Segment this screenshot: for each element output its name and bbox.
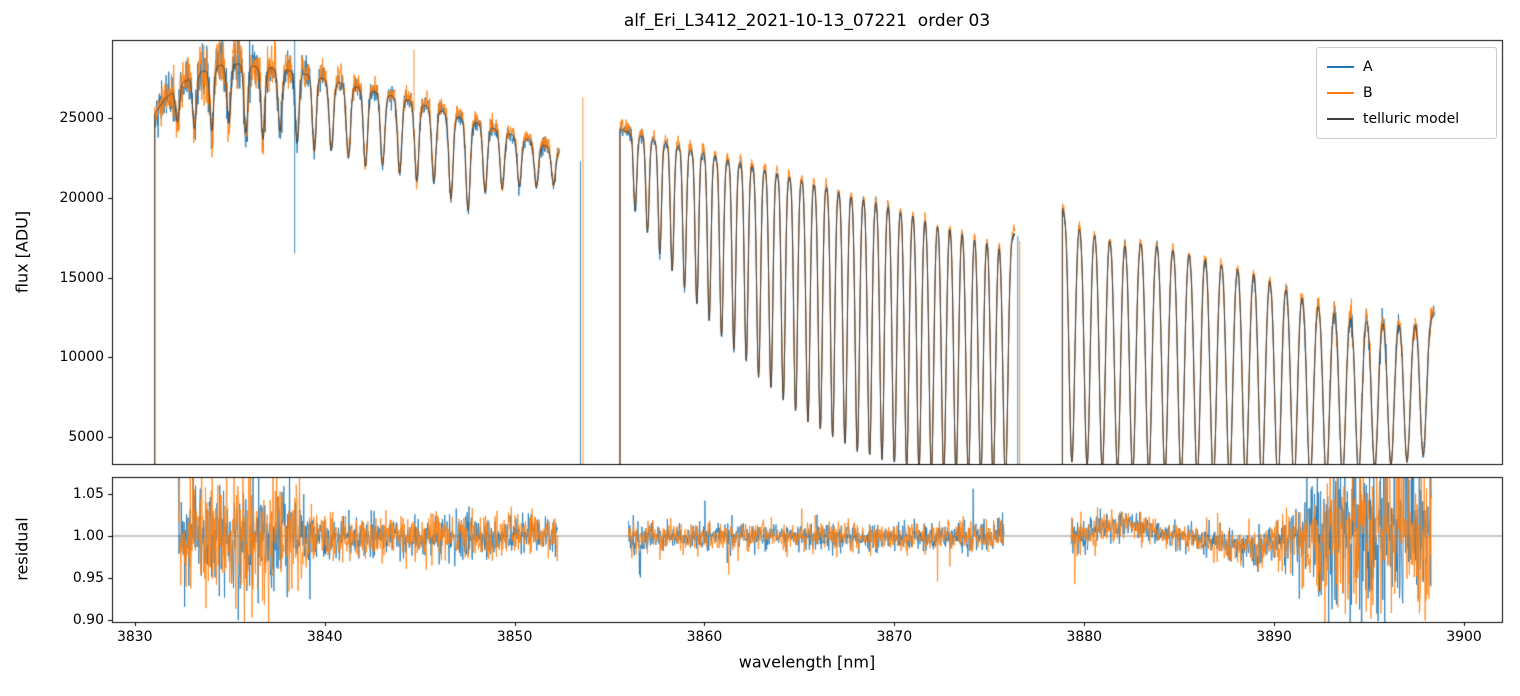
flux-axis-label: flux [ADU] [12, 210, 32, 294]
chart-title: alf_Eri_L3412_2021-10-13_07221 order 03 [623, 11, 991, 31]
legend-line-model-icon [1327, 118, 1354, 120]
x-tick-label: 3880 [1066, 629, 1103, 645]
residual-axis-label: residual [12, 517, 32, 581]
residual-tick-label: 0.95 [72, 570, 104, 587]
x-axis-label: wavelength [nm] [738, 652, 876, 672]
flux-tick-label: 5000 [68, 428, 104, 445]
x-tick-label: 3850 [496, 629, 533, 645]
flux-tick-label: 20000 [59, 189, 104, 206]
x-tick-label: 3860 [686, 629, 723, 645]
legend-label-B: B [1363, 85, 1373, 101]
x-tick-label: 3890 [1256, 629, 1292, 645]
residual-tick-label: 1.00 [72, 528, 104, 544]
x-tick-label: 3870 [876, 629, 913, 645]
legend-label-A: A [1363, 59, 1373, 75]
x-tick-label: 3900 [1446, 629, 1482, 645]
legend-line-A-icon [1327, 66, 1354, 68]
legend-item-B: B [1327, 80, 1486, 106]
x-tick-label: 3840 [306, 629, 343, 645]
legend-label-model: telluric model [1363, 111, 1460, 127]
residual-tick-label: 1.05 [72, 485, 104, 502]
legend-item-A: A [1327, 54, 1486, 80]
flux-tick-label: 15000 [59, 269, 104, 286]
legend-item-model: telluric model [1327, 106, 1486, 132]
legend-line-B-icon [1327, 92, 1354, 94]
x-tick-label: 3830 [116, 629, 153, 645]
flux-tick-label: 25000 [59, 110, 104, 127]
residual-tick-label: 0.90 [72, 612, 104, 629]
flux-tick-label: 10000 [59, 349, 104, 366]
